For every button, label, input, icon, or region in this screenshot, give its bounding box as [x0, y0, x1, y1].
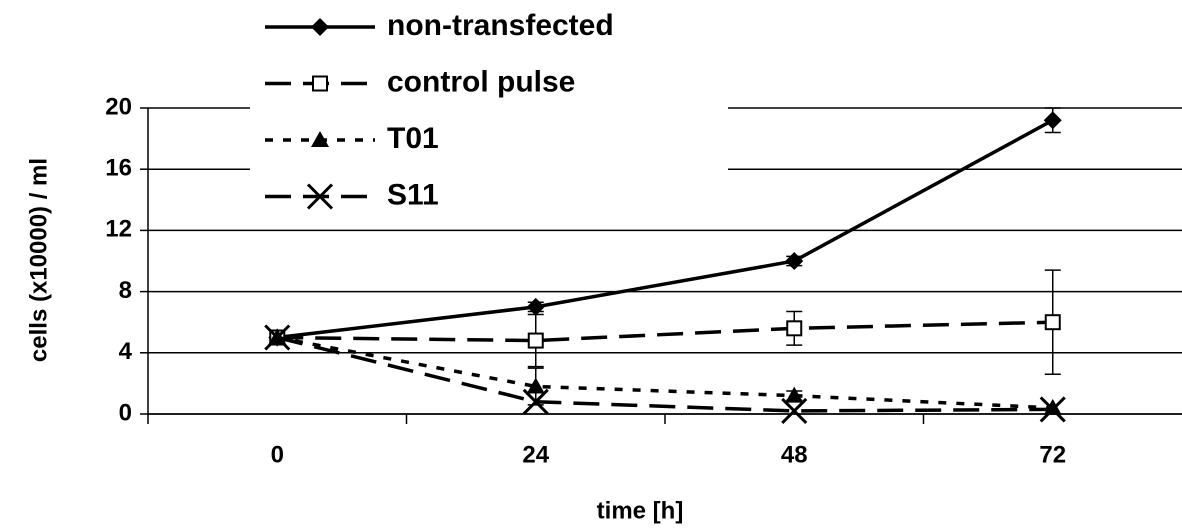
legend-label: T01: [387, 122, 439, 155]
series-line: [277, 320, 1053, 343]
y-tick-label: 4: [119, 338, 133, 365]
y-tick-label: 16: [105, 155, 132, 182]
y-tick-label: 20: [105, 93, 132, 120]
legend-marker: [306, 183, 334, 210]
x-tick-label: 48: [781, 441, 808, 468]
legend-label: S11: [387, 178, 439, 211]
x-axis-label: time [h]: [597, 497, 684, 524]
y-axis-label: cells (x10000) / ml: [25, 158, 52, 362]
marker: [786, 320, 803, 337]
y-tick-label: 12: [105, 216, 132, 243]
legend-label: non-transfected: [387, 9, 614, 42]
legend-marker: [311, 131, 329, 147]
marker: [527, 332, 544, 349]
marker: [264, 324, 291, 351]
marker: [781, 397, 808, 425]
marker: [526, 297, 545, 316]
series-line: [277, 118, 1054, 340]
series-line: [276, 335, 1053, 413]
marker: [1043, 111, 1062, 130]
marker: [1044, 314, 1061, 331]
marker: [1039, 396, 1066, 423]
x-tick-label: 72: [1039, 441, 1066, 468]
legend-background: [250, 0, 728, 218]
marker: [526, 377, 545, 394]
marker: [522, 388, 549, 415]
legend-label: control pulse: [387, 65, 575, 98]
x-tick-label: 24: [522, 441, 549, 468]
marker: [785, 252, 804, 270]
x-tick-label: 0: [271, 441, 284, 468]
y-tick-label: 8: [119, 277, 132, 304]
legend: non-transfected control pulse T01 S11: [250, 0, 728, 218]
legend-marker: [312, 75, 328, 92]
series-line: [276, 335, 1053, 410]
y-tick-label: 0: [119, 399, 132, 426]
marker: [785, 386, 804, 403]
legend-marker: [311, 18, 329, 36]
